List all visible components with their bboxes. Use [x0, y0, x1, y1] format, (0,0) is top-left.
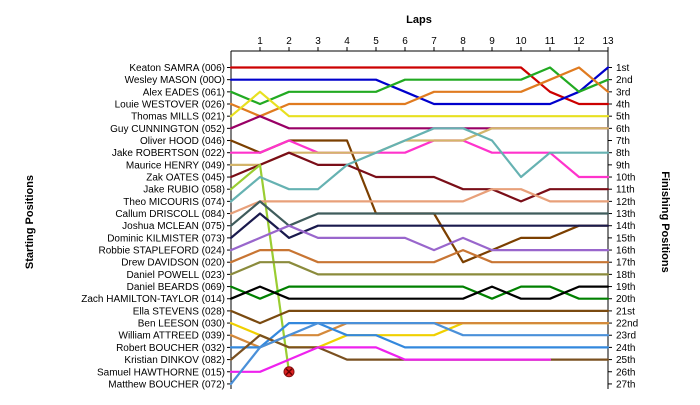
- driver-series-line: [229, 90, 610, 118]
- x-tick-label: 13: [602, 36, 614, 47]
- x-axis-title: Laps: [406, 14, 432, 26]
- driver-series-line: [229, 127, 610, 166]
- finishing-position-label: 24th: [616, 343, 635, 354]
- driver-series-line: [229, 66, 610, 118]
- x-tick-label: 5: [373, 36, 379, 47]
- x-tick-label: 4: [344, 36, 350, 47]
- starting-position-label: Dominic KILMISTER (073): [107, 233, 225, 244]
- finishing-position-label: 19th: [616, 282, 635, 293]
- starting-position-label: Jake ROBERTSON (022): [112, 148, 225, 159]
- starting-position-label: Robbie STAPLEFORD (024): [98, 246, 225, 257]
- driver-series-line: [229, 285, 610, 300]
- starting-position-label: Wesley MASON (00O): [125, 75, 225, 86]
- starting-position-label: William ATTREED (039): [119, 331, 226, 342]
- starting-position-label: Theo MICOURIS (074): [123, 197, 225, 208]
- starting-position-label: Callum DRISCOLL (084): [115, 209, 225, 220]
- finishing-position-label: 17th: [616, 258, 635, 269]
- finishing-position-label: 6th: [616, 124, 630, 135]
- finishing-position-label: 23rd: [616, 331, 636, 342]
- starting-position-label: Joshua MCLEAN (075): [122, 221, 225, 232]
- finishing-position-label: 22nd: [616, 319, 638, 330]
- driver-series-line: [229, 309, 610, 325]
- x-tick-label: 1: [257, 36, 263, 47]
- driver-series-line: [229, 115, 610, 130]
- starting-position-label: Robert BOUCHER (032): [116, 343, 225, 354]
- finishing-position-label: 27th: [616, 379, 635, 390]
- finishing-position-label: 26th: [616, 367, 635, 378]
- starting-position-label: Keaton SAMRA (006): [129, 63, 225, 74]
- finishing-position-label: 9th: [616, 160, 630, 171]
- starting-position-label: Oliver HOOD (046): [140, 136, 225, 147]
- retirement-marker: [283, 366, 295, 378]
- finishing-position-label: 11th: [616, 185, 635, 196]
- driver-series-line: [229, 188, 610, 215]
- driver-series-line: [229, 261, 610, 276]
- starting-position-label: Guy CUNNINGTON (052): [110, 124, 225, 135]
- finishing-position-label: 1st: [616, 63, 630, 74]
- starting-position-label: Zak OATES (045): [146, 173, 225, 184]
- starting-position-label: Thomas MILLS (021): [131, 112, 225, 123]
- driver-series-line: [229, 249, 610, 264]
- x-tick-label: 6: [402, 36, 408, 47]
- driver-series-line: [229, 139, 610, 179]
- starting-position-label: Matthew BOUCHER (072): [108, 379, 225, 390]
- retirement-marker-cross: [285, 368, 293, 376]
- finishing-position-label: 3rd: [616, 87, 630, 98]
- driver-series-line: [229, 200, 610, 227]
- x-tick-label: 8: [460, 36, 466, 47]
- finishing-position-label: 5th: [616, 112, 630, 123]
- x-tick-label: 2: [286, 36, 292, 47]
- finishing-position-label: 7th: [616, 136, 630, 147]
- starting-position-label: Samuel HAWTHORNE (015): [97, 367, 225, 378]
- starting-position-label: Zach HAMILTON-TAYLOR (014): [81, 294, 225, 305]
- starting-position-label: Louie WESTOVER (026): [115, 100, 225, 111]
- x-tick-label: 3: [315, 36, 321, 47]
- series-lines: [229, 66, 610, 385]
- driver-series-line: [229, 127, 610, 203]
- driver-series-line: [229, 224, 610, 252]
- driver-series-line: [229, 285, 610, 300]
- finishing-position-label: 10th: [616, 173, 635, 184]
- driver-series-line: [229, 163, 291, 373]
- finishing-position-label: 16th: [616, 246, 635, 257]
- x-tick-label: 10: [515, 36, 527, 47]
- x-tick-label: 11: [545, 36, 556, 47]
- finishing-position-label: 21st: [616, 306, 635, 317]
- starting-position-label: Kristian DINKOV (082): [124, 355, 225, 366]
- starting-position-label: Alex EADES (061): [143, 87, 225, 98]
- y-axis-title-left: Starting Positions: [24, 175, 36, 269]
- finishing-position-label: 14th: [616, 221, 635, 232]
- starting-position-label: Ben LEESON (030): [138, 319, 225, 330]
- starting-position-label: Drew DAVIDSON (020): [121, 258, 225, 269]
- finishing-position-label: 18th: [616, 270, 635, 281]
- starting-position-label: Daniel BEARDS (069): [127, 282, 225, 293]
- finishing-position-label: 25th: [616, 355, 635, 366]
- finishing-position-label: 8th: [616, 148, 630, 159]
- finishing-position-label: 15th: [616, 233, 635, 244]
- finishing-position-label: 13th: [616, 209, 635, 220]
- starting-position-label: Daniel POWELL (023): [126, 270, 225, 281]
- finishing-position-label: 20th: [616, 294, 635, 305]
- starting-position-label: Jake RUBIO (058): [143, 185, 225, 196]
- y-axis-title-right: Finishing Positions: [659, 171, 671, 272]
- x-tick-label: 7: [431, 36, 437, 47]
- finishing-position-label: 4th: [616, 100, 630, 111]
- driver-series-line: [229, 66, 610, 106]
- driver-series-line: [229, 322, 610, 385]
- x-tick-label: 9: [489, 36, 495, 47]
- driver-series-line: [229, 66, 610, 106]
- driver-series-line: [229, 346, 552, 373]
- starting-position-label: Ella STEVENS (028): [133, 306, 225, 317]
- driver-series-line: [229, 322, 610, 349]
- starting-position-label: Maurice HENRY (049): [126, 160, 225, 171]
- x-tick-label: 12: [573, 36, 585, 47]
- finishing-position-label: 2nd: [616, 75, 633, 86]
- driver-series-line: [229, 151, 610, 203]
- finishing-position-label: 12th: [616, 197, 635, 208]
- driver-series-line: [229, 212, 610, 239]
